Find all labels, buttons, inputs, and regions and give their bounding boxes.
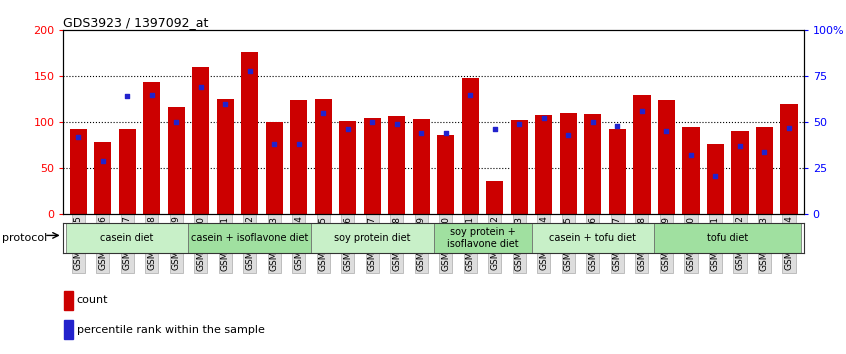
Bar [94,142,111,214]
Point [71,134,85,140]
Bar [266,122,283,214]
Point [96,158,109,164]
Point [635,108,649,114]
Point [145,92,158,97]
Text: casein diet: casein diet [101,233,154,243]
Point [169,119,183,125]
Bar [290,100,307,214]
Point [365,119,379,125]
Bar [433,223,531,253]
Point [218,101,232,107]
Bar [339,121,356,214]
Bar [585,114,602,214]
Point [709,173,722,178]
Bar [241,52,258,214]
Bar [189,223,311,253]
Bar [683,127,700,214]
Point [464,92,477,97]
Point [758,149,772,154]
Point [586,119,600,125]
Bar [217,99,233,214]
Point [783,125,796,131]
Bar [364,118,381,214]
Point [415,130,428,136]
Bar [560,113,577,214]
Text: percentile rank within the sample: percentile rank within the sample [77,325,265,335]
Bar [756,127,773,214]
Text: protocol: protocol [2,233,47,243]
Text: soy protein diet: soy protein diet [334,233,410,243]
Point [611,123,624,129]
Bar [311,223,433,253]
Bar [634,95,651,214]
Point [439,130,453,136]
Bar [511,120,528,214]
Bar [168,107,184,214]
Bar [609,129,626,214]
Bar [658,100,675,214]
Point [316,110,330,116]
Point [684,153,698,158]
Text: casein + isoflavone diet: casein + isoflavone diet [191,233,309,243]
Bar [732,131,749,214]
Text: GDS3923 / 1397092_at: GDS3923 / 1397092_at [63,16,209,29]
Bar [69,130,87,214]
Text: soy protein +
isoflavone diet: soy protein + isoflavone diet [447,227,519,249]
Bar [462,78,479,214]
Point [562,132,575,138]
Text: casein + tofu diet: casein + tofu diet [549,233,636,243]
Bar [413,119,430,214]
Point [537,116,551,121]
Bar [536,115,552,214]
Bar [143,82,160,214]
Point [194,84,207,90]
Point [390,121,404,127]
Bar [707,144,724,214]
Bar [118,130,135,214]
Bar [531,223,654,253]
Point [513,121,526,127]
Bar [66,223,189,253]
Point [292,141,305,147]
Point [341,127,354,132]
Bar [64,320,73,339]
Point [733,143,747,149]
Bar [192,67,209,214]
Point [660,129,673,134]
Bar [315,99,332,214]
Point [267,141,281,147]
Point [120,93,134,99]
Bar [780,104,798,214]
Point [488,127,502,132]
Bar [388,116,405,214]
Bar [64,291,73,310]
Text: tofu diet: tofu diet [707,233,749,243]
Text: count: count [77,295,108,306]
Bar [654,223,801,253]
Point [243,68,256,73]
Bar [437,135,454,214]
Bar [486,181,503,214]
